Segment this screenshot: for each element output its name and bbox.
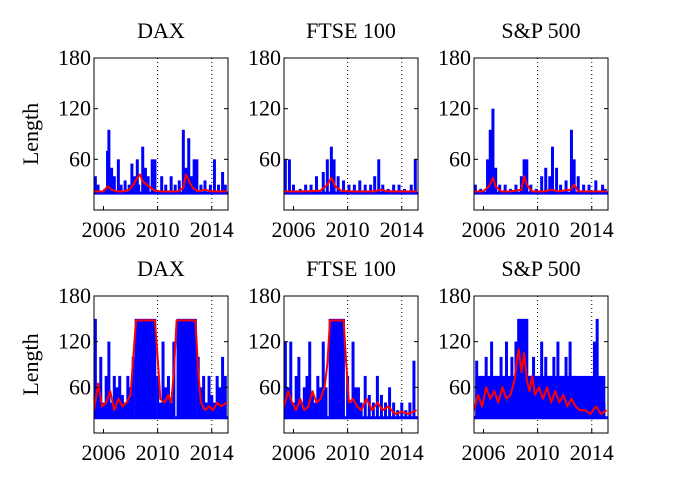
ytick-label-0: 60 xyxy=(449,374,471,399)
series-plateau-0 xyxy=(134,318,157,418)
panel-5: 60 120 180 2006 2010 2014 FTSE 100 xyxy=(248,256,424,465)
plot-area xyxy=(94,318,228,420)
series-smoothed-line xyxy=(474,175,607,193)
xtick-label-2: 2014 xyxy=(380,440,424,465)
ytick-label-0: 60 xyxy=(69,146,91,171)
series-smoothed-line xyxy=(284,319,418,415)
panel-title: DAX xyxy=(137,256,185,281)
xtick-label-2: 2014 xyxy=(570,217,614,242)
ytick-label-2: 180 xyxy=(248,283,281,308)
series-smoothed-line xyxy=(94,319,228,412)
ytick-label-0: 60 xyxy=(259,146,281,171)
ytick-label-1: 120 xyxy=(58,96,91,121)
ytick-label-2: 180 xyxy=(58,283,91,308)
xtick-label-0: 2006 xyxy=(461,440,505,465)
panel-title: DAX xyxy=(137,18,185,43)
axes-frame xyxy=(473,57,609,211)
panel-title: S&P 500 xyxy=(501,256,580,281)
plot-area xyxy=(284,146,418,195)
xtick-label-2: 2014 xyxy=(570,440,614,465)
xtick-label-1: 2010 xyxy=(326,217,370,242)
xtick-label-1: 2010 xyxy=(136,440,180,465)
xtick-label-0: 2006 xyxy=(461,217,505,242)
ytick-label-1: 120 xyxy=(438,329,471,354)
plot-area xyxy=(474,318,608,420)
panel-title: S&P 500 xyxy=(501,18,580,43)
panel-4: 60 120 180 2006 2010 2014 DAX Length xyxy=(18,256,234,465)
panel-title: FTSE 100 xyxy=(306,18,396,43)
xtick-label-0: 2006 xyxy=(271,217,315,242)
xtick-label-2: 2014 xyxy=(190,440,234,465)
plot-area xyxy=(284,318,418,420)
axes-frame xyxy=(93,57,229,211)
series-plateau-0 xyxy=(328,318,345,418)
series-smoothed-line xyxy=(94,173,227,193)
panel-6: 60 120 180 2006 2010 2014 S&P 500 xyxy=(438,256,614,465)
ytick-label-2: 180 xyxy=(438,45,471,70)
ytick-label-1: 120 xyxy=(248,96,281,121)
xtick-label-1: 2010 xyxy=(326,440,370,465)
xtick-label-1: 2010 xyxy=(516,440,560,465)
ytick-label-0: 60 xyxy=(259,374,281,399)
panel-1: 60 120 180 2006 2010 2014 DAX Length xyxy=(18,18,234,242)
axes-frame xyxy=(93,295,229,434)
series-smoothed-line xyxy=(474,348,608,415)
ytick-label-1: 120 xyxy=(58,329,91,354)
xtick-label-0: 2006 xyxy=(81,217,125,242)
plot-area xyxy=(94,129,228,195)
ytick-label-2: 180 xyxy=(438,283,471,308)
axes-frame xyxy=(283,295,419,434)
panel-2: 60 120 180 2006 2010 2014 FTSE 100 xyxy=(248,18,424,242)
y-axis-label: Length xyxy=(18,103,43,165)
xtick-label-1: 2010 xyxy=(136,217,180,242)
series-smoothed-line xyxy=(284,176,417,193)
series-plateau-1 xyxy=(176,318,197,418)
axes-frame xyxy=(283,57,419,211)
axes-frame xyxy=(473,295,609,434)
y-axis-label: Length xyxy=(18,333,43,395)
ytick-label-1: 120 xyxy=(248,329,281,354)
ytick-label-0: 60 xyxy=(69,374,91,399)
ytick-label-2: 180 xyxy=(58,45,91,70)
ytick-label-2: 180 xyxy=(248,45,281,70)
panel-title: FTSE 100 xyxy=(306,256,396,281)
ytick-label-0: 60 xyxy=(449,146,471,171)
panel-3: 60 120 180 2006 2010 2014 S&P 500 xyxy=(438,18,614,242)
ytick-label-1: 120 xyxy=(438,96,471,121)
xtick-label-1: 2010 xyxy=(516,217,560,242)
plot-area xyxy=(474,108,608,195)
xtick-label-0: 2006 xyxy=(271,440,315,465)
xtick-label-2: 2014 xyxy=(190,217,234,242)
xtick-label-0: 2006 xyxy=(81,440,125,465)
xtick-label-2: 2014 xyxy=(380,217,424,242)
